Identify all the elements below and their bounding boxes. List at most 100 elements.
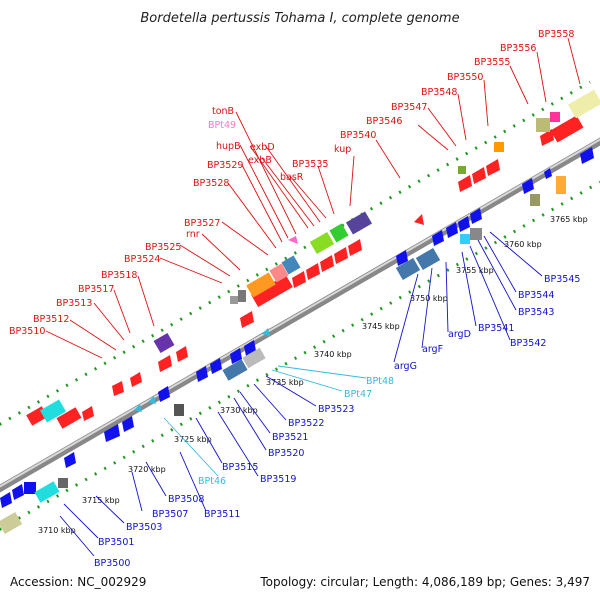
gene-label: BP3528 <box>193 178 229 189</box>
gene-label: tonB <box>212 106 234 117</box>
kbp-label: 3765 kbp <box>550 215 588 224</box>
gene-arrow <box>470 208 482 224</box>
gene-arrow <box>176 346 188 362</box>
gene-arrow <box>82 406 94 421</box>
gene-label: BP3527 <box>184 218 220 229</box>
gene-label: BP3543 <box>518 307 554 318</box>
tick-lanes <box>0 80 600 531</box>
trna-markers <box>134 236 298 412</box>
gene-label: BP3521 <box>272 432 308 443</box>
gene-arrow <box>458 216 470 232</box>
kbp-label: 3745 kbp <box>362 322 400 331</box>
gene-label: BPt48 <box>366 376 394 387</box>
gene-label: exbB <box>248 155 272 166</box>
gene-arrow <box>292 271 306 288</box>
reverse-labels: BP3500 BP3501 BP3503 BP3507 BP3508 BP351… <box>94 274 580 569</box>
gene-label: BP3518 <box>101 270 137 281</box>
gene-label: rnr <box>186 229 200 240</box>
gene-block <box>230 296 238 304</box>
gene-arrow <box>446 222 458 238</box>
kbp-label: 3735 kbp <box>266 378 304 387</box>
gene-label: BP3550 <box>447 72 483 83</box>
gene-label: BP3545 <box>544 274 580 285</box>
gene-label: BP3541 <box>478 323 514 334</box>
kbp-label: 3725 kbp <box>174 435 212 444</box>
gene-arrow <box>580 147 594 164</box>
gene-arrow <box>122 416 134 432</box>
reverse-leaders <box>59 231 543 557</box>
gene-label: BP3547 <box>391 102 427 113</box>
forward-genes <box>26 115 584 429</box>
gene-label: BP3558 <box>538 29 574 40</box>
accession-text: Accession: NC_002929 <box>10 575 146 589</box>
trna-forward <box>288 236 298 244</box>
gene-arrow <box>158 355 172 372</box>
gene-label: basR <box>280 172 304 183</box>
gene-block <box>536 118 550 132</box>
genome-backbone <box>0 137 600 493</box>
gene-arrow <box>522 178 534 194</box>
gene-block <box>153 332 175 354</box>
gene-label: BP3511 <box>204 509 240 520</box>
trna-reverse <box>148 396 156 404</box>
gene-label: BPt49 <box>208 120 236 131</box>
gene-label: BP3507 <box>152 509 188 520</box>
gene-block <box>39 399 67 423</box>
gene-label: BP3544 <box>518 290 554 301</box>
gene-block <box>222 359 248 381</box>
gene-label: BP3517 <box>78 284 114 295</box>
gene-arrow <box>230 348 242 364</box>
gene-block <box>238 290 246 302</box>
kbp-label: 3760 kbp <box>504 240 542 249</box>
gene-arrow <box>12 484 24 500</box>
gene-block <box>470 228 482 240</box>
gene-block <box>550 115 584 143</box>
gene-block <box>415 247 441 271</box>
forward-colored-blocks <box>39 89 600 423</box>
gene-label: argD <box>448 329 471 340</box>
gene-arrow <box>432 230 444 246</box>
gene-block <box>458 166 466 174</box>
gene-label: BP3500 <box>94 558 130 569</box>
gene-label: BP3508 <box>168 494 204 505</box>
gene-arrow <box>486 159 500 176</box>
gene-label: BP3542 <box>510 338 546 349</box>
gene-arrow <box>112 381 124 396</box>
gene-label: BP3522 <box>288 418 324 429</box>
kbp-label: 3750 kbp <box>410 294 448 303</box>
gene-label: BP3555 <box>474 57 510 68</box>
gene-label: BPt47 <box>344 389 372 400</box>
gene-block <box>56 407 82 429</box>
gene-block <box>460 234 470 244</box>
gene-arrow <box>104 424 120 442</box>
gene-label: BPt46 <box>198 476 226 487</box>
gene-label: BP3513 <box>56 298 92 309</box>
gene-block <box>395 257 421 281</box>
gene-label: hupB <box>216 141 241 152</box>
gene-block <box>550 112 560 122</box>
gene-label: argF <box>422 344 443 355</box>
trna-reverse <box>262 328 270 336</box>
trna-reverse <box>134 404 142 412</box>
gene-label: BP3535 <box>292 159 328 170</box>
gene-block <box>58 478 68 488</box>
gene-arrow <box>196 366 208 382</box>
gene-arrow <box>320 255 334 272</box>
kbp-label: 3740 kbp <box>314 350 352 359</box>
gene-arrow <box>240 311 254 328</box>
gene-arrow <box>458 175 472 192</box>
gene-arrow <box>544 168 552 179</box>
forward-labels: BP3510 BP3512 BP3513 BP3517 BP3518 BP352… <box>9 29 574 337</box>
gene-block <box>269 263 289 283</box>
gene-block <box>494 142 504 152</box>
gene-label: BP3548 <box>421 87 457 98</box>
gene-label: BP3510 <box>9 326 45 337</box>
gene-block <box>24 482 36 494</box>
gene-arrow <box>414 214 424 225</box>
gene-label: BP3519 <box>260 474 296 485</box>
kbp-label: 3720 kbp <box>128 465 166 474</box>
forward-leaders <box>45 37 581 359</box>
gene-block <box>530 194 540 206</box>
gene-label: BP3524 <box>124 254 160 265</box>
gene-block <box>281 255 301 275</box>
